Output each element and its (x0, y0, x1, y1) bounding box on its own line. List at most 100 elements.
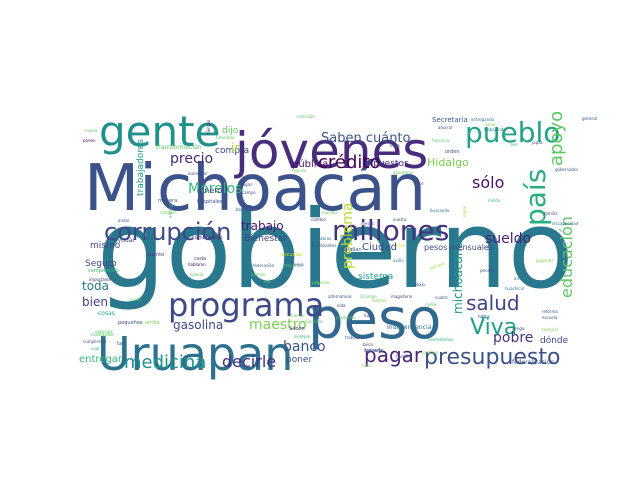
cloud-word: ahorrar (438, 125, 453, 130)
cloud-word: Garantía (305, 319, 323, 324)
cloud-word: estudian (340, 247, 362, 253)
cloud-word: manera (158, 198, 177, 204)
cloud-word: dijo (222, 126, 239, 136)
cloud-word: discapacidad (552, 221, 579, 226)
cloud-word: Ciudad (362, 242, 397, 253)
cloud-word: queremos (393, 170, 413, 175)
cloud-word: campo (242, 190, 256, 195)
cloud-word: pública (292, 158, 328, 170)
cloud-word: consejos (95, 329, 112, 334)
cloud-word: combustible (192, 235, 223, 241)
cloud-word: pagar (364, 343, 423, 367)
cloud-word: cuál (91, 346, 99, 351)
cloud-word: pobre (493, 330, 533, 346)
cloud-word: peso (308, 287, 441, 352)
cloud-word: lujo (364, 313, 372, 318)
cloud-word: programa (168, 286, 324, 324)
cloud-word: boleta (236, 207, 249, 212)
cloud-word: tan (117, 341, 125, 347)
cloud-word: Michoacán (84, 152, 426, 226)
cloud-word: pensión (480, 268, 496, 273)
cloud-word: Saben cuánto (321, 131, 411, 146)
cloud-word: ponen (83, 138, 96, 143)
cloud-word: censo (292, 262, 304, 267)
cloud-word: pequeños (118, 320, 143, 326)
cloud-word: arriba (145, 320, 160, 326)
cloud-word: hablaron (188, 262, 206, 267)
cloud-word: importante (89, 277, 112, 282)
cloud-word: obras (320, 236, 331, 241)
cloud-word: entregar (79, 354, 123, 365)
cloud-word: empresa (340, 234, 358, 239)
cloud-word: millones (332, 214, 449, 247)
cloud-word: compromiso (88, 268, 119, 274)
cloud-word: Bienestar (244, 234, 287, 244)
cloud-word: cuánto (147, 251, 164, 258)
cloud-word: mejor (462, 205, 467, 217)
cloud-word: federación (253, 263, 275, 268)
cloud-word: Viva (470, 315, 517, 340)
cloud-word: necesitamos (428, 337, 453, 342)
cloud-word: Independencia (387, 324, 432, 331)
cloud-word: trabajo (241, 219, 284, 233)
cloud-word: trabajar (345, 335, 361, 340)
cloud-word: Uruapan (97, 327, 293, 381)
cloud-word: ejemplo (429, 261, 446, 271)
cloud-word: sólo (472, 173, 504, 192)
cloud-word: crédito (318, 152, 380, 173)
cloud-word: sistema (358, 272, 393, 282)
cloud-word: precio (170, 151, 213, 167)
cloud-word: viven (130, 297, 141, 302)
cloud-word: abajo (414, 282, 426, 287)
cloud-word: pesos mensuales (424, 243, 493, 252)
cloud-word: quedar (199, 177, 214, 182)
cloud-word: falta (362, 363, 372, 368)
cloud-word: educación (557, 216, 576, 298)
cloud-word: ganar (311, 305, 323, 310)
cloud-word: cumpliendo (83, 339, 107, 344)
cloud-word: poner (286, 355, 312, 365)
cloud-word: gobernador (555, 167, 579, 172)
cloud-word: escuela (542, 315, 558, 320)
cloud-word: cuatro (435, 295, 448, 300)
cloud-word: maestros (284, 263, 303, 268)
cloud-word: dinero (197, 186, 222, 195)
cloud-word: compra (215, 146, 249, 156)
cloud-word: apoyo (546, 111, 567, 166)
cloud-word: maestro (249, 317, 307, 333)
cloud-word: Fertilizantes (312, 243, 336, 248)
cloud-word: federalización (512, 359, 554, 366)
cloud-word: dónde (540, 335, 569, 346)
cloud-word: decirle (222, 352, 276, 371)
cloud-word: humilde (396, 354, 413, 359)
cloud-word: familia (544, 211, 558, 216)
cloud-word: nuevo (85, 128, 98, 133)
cloud-word: Secretaría (432, 116, 468, 124)
cloud-word: salud (466, 291, 520, 315)
cloud-word: problema (340, 202, 356, 269)
cloud-word: hacerlo (365, 348, 384, 354)
cloud-word: país (519, 169, 552, 226)
cloud-word: comisión (297, 114, 315, 119)
cloud-word: Ocampo (360, 294, 377, 299)
cloud-word: mismo (90, 241, 121, 251)
cloud-word: gente (99, 107, 220, 156)
cloud-word: funciona (432, 138, 450, 143)
cloud-word: hospitales (197, 199, 223, 205)
cloud-word: mil (264, 279, 270, 284)
cloud-word: siempre (294, 334, 311, 339)
cloud-word: cosas (98, 310, 115, 317)
cloud-word: andar (118, 218, 130, 223)
cloud-word: productor (336, 315, 356, 320)
cloud-word: cualquier (91, 332, 115, 338)
cloud-word: avión (393, 258, 404, 263)
cloud-word: artesano (514, 276, 532, 281)
cloud-word: banco (283, 339, 326, 355)
cloud-word: beca (363, 342, 373, 347)
cloud-word: presupuesto (424, 345, 560, 370)
cloud-word: Seguro (85, 259, 117, 269)
cloud-word: cuento (290, 313, 304, 318)
cloud-word: pagarles (536, 258, 553, 263)
cloud-word: escuelas (281, 252, 303, 258)
